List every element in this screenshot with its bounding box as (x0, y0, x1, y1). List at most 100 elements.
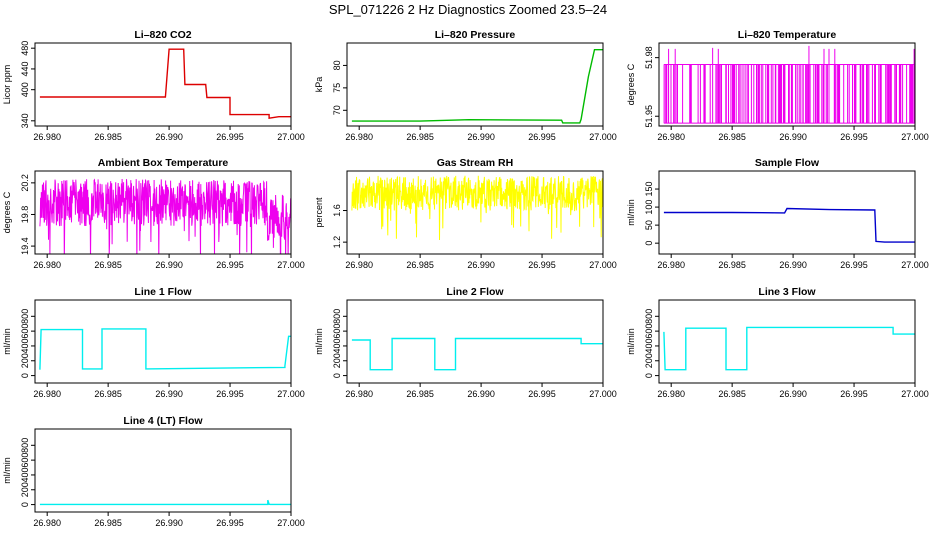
y-tick-label: 200 (20, 482, 30, 497)
y-tick-label: 400 (20, 338, 30, 353)
x-tick-label: 26.995 (528, 132, 556, 142)
y-tick-label: 600 (332, 324, 342, 339)
series-line (39, 178, 291, 254)
y-axis-label: ml/min (2, 457, 12, 484)
y-tick-label: 200 (644, 353, 654, 368)
x-tick-label: 26.980 (657, 132, 685, 142)
x-tick-label: 27.000 (277, 518, 305, 528)
plot-frame (34, 170, 292, 255)
series-line (39, 328, 291, 370)
y-tick-label: 400 (20, 82, 30, 97)
chart-panel-2: Li–820 Pressure kPa 26.980 26.985 26.990 26.9… (314, 29, 617, 142)
y-axis-label: Licor ppm (2, 65, 12, 105)
panel-title: Li–820 CO2 (134, 29, 191, 41)
y-tick-label: 340 (20, 113, 30, 128)
x-tick-label: 26.990 (467, 260, 495, 270)
x-tick-label: 26.990 (155, 389, 183, 399)
x-tick-label: 26.985 (94, 389, 122, 399)
x-tick-label: 27.000 (277, 389, 305, 399)
chart-panel-10: Line 4 (LT) Flow ml/min 26.980 26.985 26.990… (2, 415, 305, 528)
panel-title: Li–820 Temperature (738, 29, 837, 41)
x-tick-label: 26.995 (216, 389, 244, 399)
x-tick-label: 26.980 (345, 389, 373, 399)
y-axis-label: ml/min (2, 328, 12, 355)
y-tick-label: 800 (644, 309, 654, 324)
x-tick-label: 26.980 (345, 132, 373, 142)
y-tick-label: 100 (644, 200, 654, 215)
series-line (351, 337, 603, 371)
x-tick-label: 26.990 (467, 389, 495, 399)
y-axis-label: kPa (314, 77, 324, 93)
plot-frame (346, 170, 604, 255)
plot-frame (346, 299, 604, 384)
x-tick-label: 27.000 (901, 260, 929, 270)
plot-frame (34, 42, 292, 127)
chart-panel-5: Gas Stream RH percent 26.980 26.985 26.990 26… (314, 157, 617, 270)
panel-title: Line 3 Flow (758, 286, 816, 298)
y-tick-label: 0 (644, 373, 654, 378)
y-axis-label: ml/min (314, 328, 324, 355)
panel-title: Ambient Box Temperature (98, 157, 229, 169)
y-tick-label: 200 (20, 353, 30, 368)
panel-title: Gas Stream RH (437, 157, 513, 169)
y-tick-label: 1.6 (332, 204, 342, 217)
y-tick-label: 0 (20, 502, 30, 507)
x-tick-label: 26.995 (840, 260, 868, 270)
y-tick-label: 70 (332, 105, 342, 115)
y-tick-label: 400 (644, 338, 654, 353)
series-line (39, 48, 291, 120)
x-tick-label: 26.995 (216, 260, 244, 270)
chart-panel-3: Li–820 Temperature degrees C 26.980 26.985 2… (626, 29, 929, 142)
y-tick-label: 600 (20, 453, 30, 468)
x-tick-label: 26.985 (94, 518, 122, 528)
x-tick-label: 27.000 (589, 132, 617, 142)
y-axis-label: percent (314, 197, 324, 228)
x-tick-label: 27.000 (589, 260, 617, 270)
panel-title: Li–820 Pressure (435, 29, 516, 41)
series-line (39, 499, 291, 506)
plot-frame (658, 42, 916, 127)
y-tick-label: 400 (332, 338, 342, 353)
y-tick-label: 600 (20, 324, 30, 339)
x-tick-label: 26.985 (94, 260, 122, 270)
y-tick-label: 0 (20, 373, 30, 378)
y-tick-label: 80 (332, 60, 342, 70)
y-tick-label: 19.8 (20, 206, 30, 224)
x-tick-label: 26.990 (779, 132, 807, 142)
series-line (351, 49, 603, 124)
chart-panel-8: Line 2 Flow ml/min 26.980 26.985 26.990 26.99… (314, 286, 617, 399)
y-tick-label: 0 (332, 373, 342, 378)
chart-panel-4: Ambient Box Temperature degrees C 26.980 26… (2, 157, 305, 270)
x-tick-label: 26.995 (840, 132, 868, 142)
series-line (663, 207, 915, 243)
x-tick-label: 26.985 (406, 132, 434, 142)
y-tick-label: 600 (644, 324, 654, 339)
x-tick-label: 26.995 (528, 260, 556, 270)
chart-panel-1: Li–820 CO2 Licor ppm 26.980 26.985 26.990 26.… (2, 29, 305, 142)
y-tick-label: 20.2 (20, 174, 30, 192)
page-title: SPL_071226 2 Hz Diagnostics Zoomed 23.5–… (328, 2, 608, 17)
x-tick-label: 26.980 (345, 260, 373, 270)
x-tick-label: 26.990 (779, 260, 807, 270)
y-tick-label: 51.98 (644, 46, 654, 69)
x-tick-label: 26.995 (840, 389, 868, 399)
y-tick-label: 0 (644, 241, 654, 246)
x-tick-label: 26.985 (406, 389, 434, 399)
y-tick-label: 50 (644, 220, 654, 230)
panel-title: Sample Flow (755, 157, 820, 169)
y-tick-label: 150 (644, 182, 654, 197)
x-tick-label: 27.000 (901, 389, 929, 399)
x-tick-label: 26.980 (657, 389, 685, 399)
y-tick-label: 440 (20, 61, 30, 76)
x-tick-label: 26.985 (94, 132, 122, 142)
x-tick-label: 26.980 (33, 132, 61, 142)
y-tick-label: 200 (332, 353, 342, 368)
x-tick-label: 26.995 (528, 389, 556, 399)
series-line (351, 175, 603, 241)
plot-frame (346, 42, 604, 127)
x-tick-label: 26.995 (216, 132, 244, 142)
x-tick-label: 26.985 (718, 260, 746, 270)
x-tick-label: 27.000 (277, 260, 305, 270)
y-axis-label: ml/min (626, 199, 636, 226)
x-tick-label: 26.990 (779, 389, 807, 399)
